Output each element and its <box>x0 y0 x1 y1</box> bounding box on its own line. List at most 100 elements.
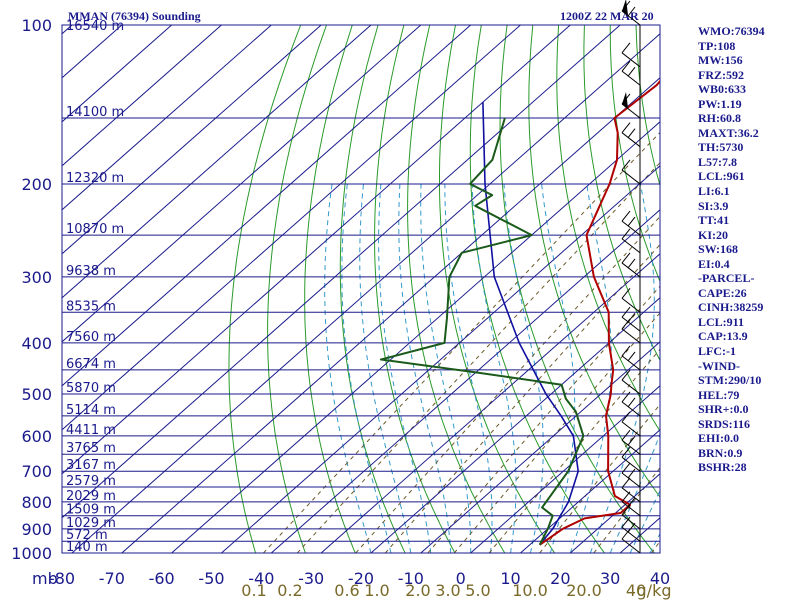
mixing-ratio-label: 0.2 <box>277 581 302 600</box>
wind-barb-staff <box>621 439 641 455</box>
wind-barb-flag <box>621 369 631 381</box>
stat-item: LFC:-1 <box>698 344 736 359</box>
moist-adiabat <box>359 183 412 553</box>
mixing-ratio-label: g/kg <box>637 581 672 600</box>
stat-item: SRDS:116 <box>698 416 751 431</box>
isotherm <box>62 25 372 299</box>
wind-barb <box>621 446 641 472</box>
wind-barb <box>621 228 641 254</box>
wind-barb-flag <box>621 516 631 528</box>
pressure-label: 500 <box>21 385 52 404</box>
dry-adiabat <box>528 25 660 498</box>
dry-adiabat <box>469 25 605 553</box>
chart-title: MMAN (76394) Sounding <box>68 9 201 23</box>
pressure-unit-label: mb <box>32 569 58 588</box>
wind-barb-pennant <box>622 91 628 108</box>
wind-barb-flag <box>621 228 631 240</box>
pressure-label: 1000 <box>11 544 52 563</box>
height-label: 10870 m <box>66 222 124 237</box>
plot-frame <box>61 24 661 554</box>
wind-barb-flag <box>621 477 631 489</box>
wind-barb-staff <box>621 355 641 371</box>
wind-barb <box>621 345 641 371</box>
pressure-label: 300 <box>21 268 52 287</box>
wind-barb-flag <box>621 287 631 299</box>
wind-barb-flag <box>621 462 631 474</box>
wind-barbs <box>621 0 641 554</box>
stat-item: TT:41 <box>698 213 730 228</box>
height-label: 140 m <box>66 540 108 555</box>
wind-barb <box>621 391 641 417</box>
wind-barb-flag <box>621 306 631 318</box>
stat-item: CAPE:26 <box>698 285 747 300</box>
wind-barb-staff <box>621 514 641 530</box>
mixing-ratio-label: 0.6 <box>334 581 359 600</box>
wind-barb-flag <box>621 42 631 54</box>
wind-barb <box>621 318 641 344</box>
wind-barb-staff <box>621 297 641 313</box>
isotherm <box>62 25 422 343</box>
isotherm <box>62 25 471 387</box>
height-label: 3167 m <box>66 458 116 473</box>
height-label: 3765 m <box>66 441 116 456</box>
wind-barb-flag <box>621 491 631 503</box>
wind-barb-flag <box>627 6 636 17</box>
height-label: 9638 m <box>66 264 116 279</box>
isotherm <box>71 33 660 553</box>
wind-barb <box>621 429 641 455</box>
moist-adiabat <box>503 183 544 553</box>
wind-barb-flag <box>621 159 631 171</box>
wind-barb <box>621 0 641 26</box>
wind-barb-staff <box>621 379 641 395</box>
isotherm <box>221 165 660 553</box>
wind-barb <box>621 122 641 148</box>
temperature-tick-label: -20 <box>348 569 374 588</box>
wind-barb-staff <box>621 501 641 517</box>
mixing-ratio-label: 2.0 <box>405 581 430 600</box>
height-label: 12320 m <box>66 171 124 186</box>
stat-item: STM:290/10 <box>698 373 762 388</box>
wind-barb-staff <box>621 169 641 185</box>
stat-item: TP:108 <box>698 38 736 53</box>
wind-barb-staff <box>621 328 641 344</box>
mixing-ratio-line <box>384 243 660 553</box>
wind-barb-staff <box>621 538 641 554</box>
isotherm <box>62 25 272 211</box>
wind-barb-staff <box>621 238 641 254</box>
wind-barb-staff <box>621 316 641 332</box>
stat-item: MAXT:36.2 <box>698 125 759 140</box>
isotherm <box>121 77 660 553</box>
dry-adiabat <box>228 25 302 553</box>
wind-barb-pennant <box>622 0 628 15</box>
height-label: 7560 m <box>66 330 116 345</box>
height-label: 1029 m <box>66 516 116 531</box>
stat-item: BSHR:28 <box>698 460 747 475</box>
wind-barb-flag <box>627 397 636 408</box>
mixing-ratio-line <box>355 215 660 553</box>
isotherm <box>370 297 660 553</box>
temperature-tick-label: -10 <box>398 569 424 588</box>
stat-item: CAP:13.9 <box>698 329 748 344</box>
wind-barb-flag <box>627 435 636 446</box>
isotherm <box>62 25 621 519</box>
mixing-ratio-label: 20.0 <box>566 581 602 600</box>
height-label: 5114 m <box>66 403 116 418</box>
height-label: 6674 m <box>66 357 116 372</box>
stat-item: CINH:38259 <box>698 300 764 315</box>
dry-adiabat <box>407 25 506 553</box>
dry-adiabat <box>765 25 800 553</box>
isotherm <box>270 209 660 553</box>
wind-barb <box>621 210 641 236</box>
stat-item: L57:7.8 <box>698 154 737 169</box>
wind-barb-flag <box>627 351 636 362</box>
isobar-isotherm-grid <box>61 24 661 554</box>
pressure-label: 700 <box>21 462 52 481</box>
temperature-tick-label: 0 <box>456 569 466 588</box>
wind-barb <box>621 528 641 554</box>
temperature-tick-label: -50 <box>198 569 224 588</box>
temperature-tick-label: 30 <box>600 569 620 588</box>
stat-item: EHI:0.0 <box>698 431 740 446</box>
mixing-ratio-line <box>263 131 660 553</box>
wind-barb-staff <box>621 421 641 437</box>
mixing-ratio-line <box>296 161 660 553</box>
